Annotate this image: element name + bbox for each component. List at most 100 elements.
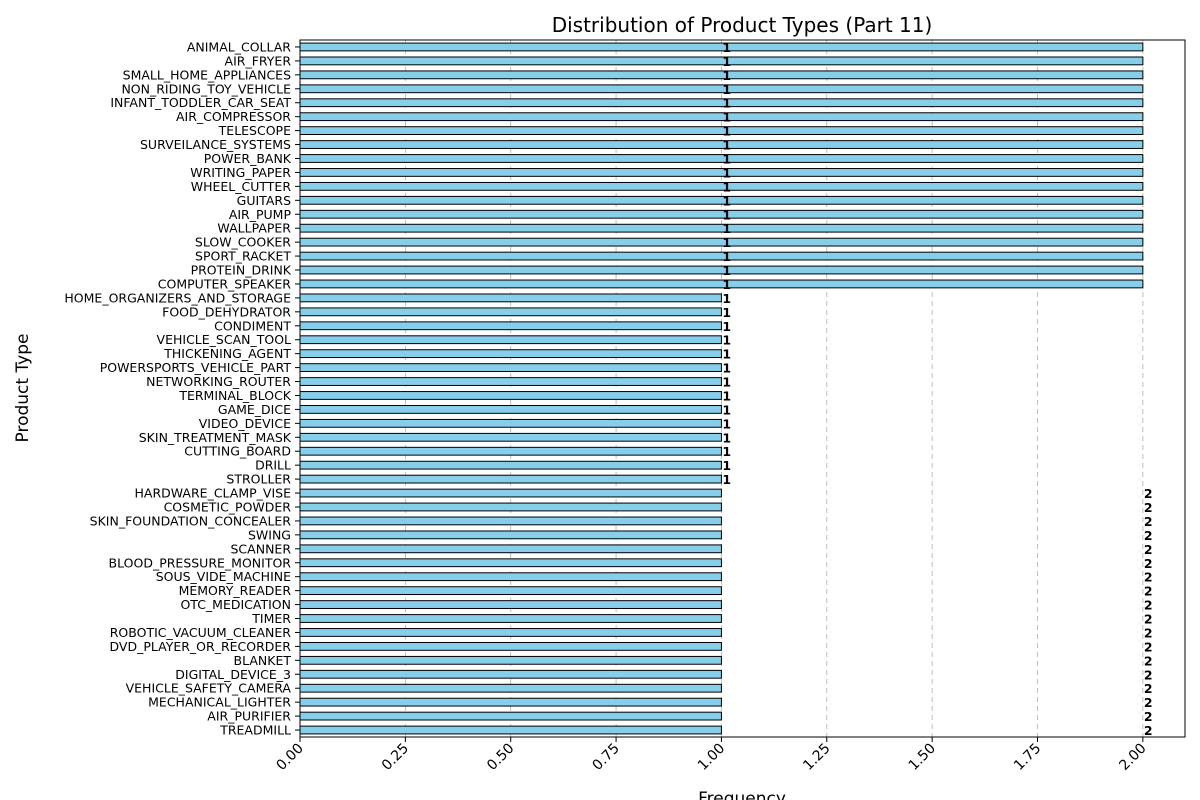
bar-value-label: 1 — [722, 416, 731, 431]
bar-value-label: 1 — [722, 319, 731, 334]
y-tick-label: SURVEILANCE_SYSTEMS — [140, 137, 291, 152]
bar-value-label: 2 — [1144, 598, 1153, 613]
bar — [299, 42, 1144, 52]
bar-value-label: 1 — [722, 82, 731, 97]
bar — [299, 391, 722, 400]
bar — [299, 418, 722, 428]
y-tick-label: TIMER — [251, 611, 291, 626]
y-tick-label: MECHANICAL_LIGHTER — [148, 695, 291, 710]
y-tick-label: AIR_FRYER — [225, 53, 292, 68]
bar-value-label: 1 — [722, 193, 731, 208]
bar — [299, 530, 722, 540]
bar-value-label: 1 — [722, 472, 731, 487]
y-tick-label: ROBOTIC_VACUUM_CLEANER — [110, 625, 292, 640]
x-tick-label: 0.75 — [590, 741, 623, 774]
bar — [299, 279, 1144, 289]
bar-value-label: 1 — [722, 235, 731, 250]
bar — [299, 711, 722, 721]
y-tick-label: AIR_COMPRESSOR — [176, 109, 291, 124]
y-tick-label: TERMINAL_BLOCK — [178, 388, 291, 403]
bar-value-label: 1 — [722, 68, 731, 83]
bar — [299, 697, 722, 707]
plot-frame — [299, 39, 1186, 738]
y-tick-label: AIR_PURIFIER — [207, 709, 291, 724]
bar — [299, 669, 722, 679]
y-tick-label: VEHICLE_SAFETY_CAMERA — [126, 681, 292, 696]
bar-value-label: 2 — [1144, 528, 1153, 543]
y-tick-label: SMALL_HOME_APPLIANCES — [123, 67, 291, 82]
y-tick-label: NETWORKING_ROUTER — [146, 374, 291, 389]
y-tick-label: WALLPAPER — [217, 221, 291, 236]
bar — [299, 349, 722, 359]
bar-value-label: 1 — [722, 221, 731, 236]
y-tick-label: SOUS_VIDE_MACHINE — [156, 569, 291, 584]
bar — [299, 725, 722, 735]
x-tick-label: 0.00 — [273, 741, 306, 774]
bar-value-label: 1 — [722, 151, 731, 166]
bar — [299, 655, 722, 665]
bar-value-label: 1 — [722, 263, 731, 278]
x-axis-label: Frequency — [698, 789, 786, 800]
bar — [299, 641, 722, 651]
bar — [299, 293, 722, 303]
bar — [299, 377, 722, 386]
y-tick-label: ANIMAL_COLLAR — [187, 39, 291, 54]
y-tick-label: NON_RIDING_TOY_VEHICLE — [121, 81, 291, 96]
bar — [299, 474, 722, 484]
x-tick-labels: 0.00 0.25 0.50 0.75 1.00 1.25 1.50 1.75 2.00 — [273, 737, 1150, 774]
y-tick-label: SKIN_FOUNDATION_CONCEALER — [90, 513, 292, 528]
y-tick-label: HARDWARE_CLAMP_VISE — [135, 486, 292, 501]
y-tick-label: GAME_DICE — [218, 402, 291, 417]
bar — [299, 446, 722, 456]
y-tick-label: OTC_MEDICATION — [180, 597, 291, 612]
bar-value-label: 2 — [1144, 723, 1153, 738]
bars — [299, 42, 1144, 735]
y-tick-label: SCANNER — [231, 541, 292, 556]
bar — [299, 237, 1144, 247]
bar — [299, 98, 1144, 108]
chart-title: Distribution of Product Types (Part 11) — [552, 13, 933, 37]
bar-value-label: 1 — [722, 361, 731, 376]
bar-value-label: 1 — [722, 291, 731, 306]
y-tick-label: DIGITAL_DEVICE_3 — [175, 667, 291, 682]
bar-value-label: 1 — [722, 430, 731, 445]
bar — [299, 265, 1144, 275]
y-tick-label: THICKENING_AGENT — [163, 346, 291, 361]
bar — [299, 84, 1144, 94]
y-tick-label: FOOD_DEHYDRATOR — [162, 304, 291, 319]
y-tick-label: CONDIMENT — [214, 318, 291, 333]
x-tick-label: 0.50 — [484, 741, 517, 774]
bar-value-label: 1 — [722, 249, 731, 264]
bar-value-label: 1 — [722, 277, 731, 292]
bar-value-label: 2 — [1144, 500, 1153, 515]
y-tick-label: BLANKET — [234, 653, 292, 668]
bar — [299, 405, 722, 414]
bar-value-label: 1 — [722, 40, 731, 55]
y-tick-label: INFANT_TODDLER_CAR_SEAT — [110, 95, 291, 110]
x-tick-label: 1.00 — [695, 741, 728, 774]
bar-value-label: 1 — [722, 388, 731, 403]
y-axis-label: Product Type — [13, 334, 33, 443]
y-tick-label: COMPUTER_SPEAKER — [158, 276, 292, 291]
bar — [299, 112, 1144, 122]
bar-value-label: 1 — [722, 402, 731, 417]
bar — [299, 586, 722, 596]
bar — [299, 181, 1144, 191]
data-labels: 1111111111111111111111111111111122222222… — [722, 40, 1152, 738]
y-tick-label: PROTEIN_DRINK — [191, 263, 292, 278]
bar-value-label: 1 — [722, 458, 731, 473]
bar-value-label: 2 — [1144, 667, 1153, 682]
bar-value-label: 1 — [722, 124, 731, 139]
bar-value-label: 1 — [722, 110, 731, 125]
bar-value-label: 2 — [1144, 612, 1153, 627]
y-tick-label: MEMORY_READER — [179, 583, 292, 598]
y-tick-label: SLOW_COOKER — [195, 235, 291, 250]
bar-value-label: 1 — [722, 54, 731, 69]
y-tick-label: WHEEL_CUTTER — [191, 179, 292, 194]
bar-value-label: 2 — [1144, 625, 1153, 640]
bar — [299, 321, 722, 331]
bar-value-label: 1 — [722, 165, 731, 180]
bar — [299, 614, 722, 623]
y-tick-label: SPORT_RACKET — [195, 249, 291, 264]
y-tick-label: DVD_PLAYER_OR_RECORDER — [110, 639, 292, 654]
